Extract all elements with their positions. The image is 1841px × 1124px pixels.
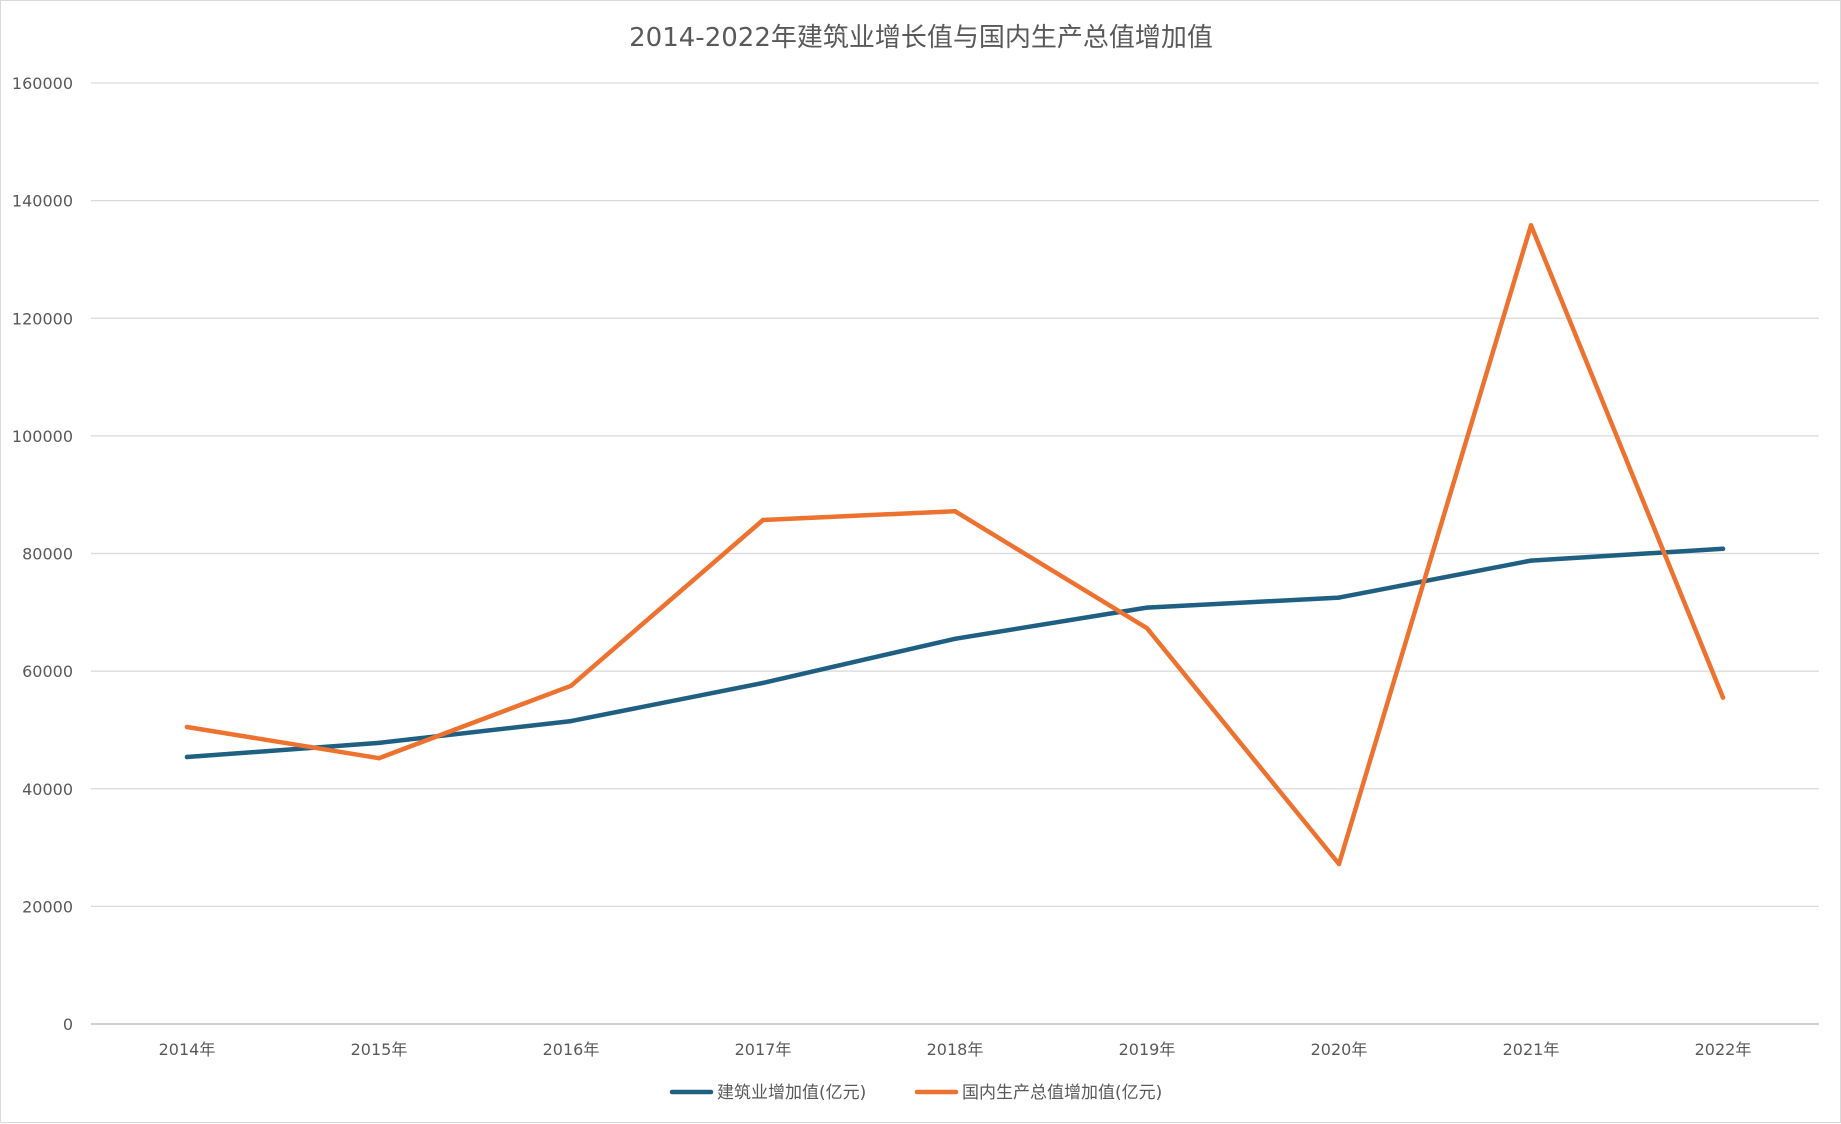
data-point bbox=[1720, 695, 1726, 700]
data-point bbox=[1528, 223, 1534, 228]
legend: 建筑业增加值(亿元) 国内生产总值增加值(亿元) bbox=[669, 1083, 1162, 1103]
series-line-2 bbox=[184, 223, 1726, 867]
x-tick-label: 2017年 bbox=[735, 1040, 792, 1059]
data-point bbox=[1144, 625, 1150, 631]
y-tick-label: 0 bbox=[63, 1015, 73, 1034]
data-point bbox=[568, 718, 574, 724]
gridlines bbox=[91, 82, 1819, 1025]
x-tick-label: 2020年 bbox=[1311, 1040, 1368, 1059]
data-point bbox=[1720, 546, 1726, 551]
y-axis-tick-labels: 0 20000 40000 60000 80000 100000 120000 140000 1… bbox=[12, 74, 73, 1034]
data-point bbox=[1144, 605, 1150, 610]
legend-label: 国内生产总值增加值(亿元) bbox=[962, 1083, 1162, 1103]
data-point bbox=[952, 508, 958, 514]
y-tick-label: 160000 bbox=[12, 74, 73, 93]
legend-label: 建筑业增加值(亿元) bbox=[717, 1083, 866, 1103]
data-point bbox=[376, 740, 382, 746]
data-point bbox=[952, 636, 958, 641]
data-point bbox=[184, 724, 190, 730]
series-lines bbox=[184, 223, 1726, 867]
data-point bbox=[1336, 861, 1342, 867]
series-line-1 bbox=[184, 546, 1726, 760]
y-tick-label: 40000 bbox=[22, 780, 73, 799]
data-point bbox=[376, 755, 382, 761]
chart-title: 2014-2022年建筑业增长值与国内生产总值增加值 bbox=[629, 23, 1213, 53]
x-tick-label: 2018年 bbox=[927, 1040, 984, 1059]
x-tick-label: 2016年 bbox=[543, 1040, 600, 1059]
data-point bbox=[1528, 558, 1534, 563]
y-tick-label: 80000 bbox=[22, 545, 73, 564]
data-point bbox=[760, 517, 766, 523]
data-point bbox=[1336, 595, 1342, 600]
y-tick-label: 20000 bbox=[22, 897, 73, 916]
x-tick-label: 2014年 bbox=[159, 1040, 216, 1059]
data-point bbox=[568, 683, 574, 689]
data-point bbox=[760, 680, 766, 686]
x-tick-label: 2021年 bbox=[1503, 1040, 1560, 1059]
y-tick-label: 120000 bbox=[12, 309, 73, 328]
y-tick-label: 60000 bbox=[22, 662, 73, 681]
x-tick-label: 2015年 bbox=[351, 1040, 408, 1059]
data-point bbox=[184, 754, 190, 760]
x-axis-tick-labels: 2014年 2015年 2016年 2017年 2018年 2019年 2020年 2021年… bbox=[159, 1040, 1752, 1059]
y-tick-label: 100000 bbox=[12, 427, 73, 446]
y-tick-label: 140000 bbox=[12, 192, 73, 211]
x-tick-label: 2019年 bbox=[1119, 1040, 1176, 1059]
x-tick-label: 2022年 bbox=[1695, 1040, 1752, 1059]
